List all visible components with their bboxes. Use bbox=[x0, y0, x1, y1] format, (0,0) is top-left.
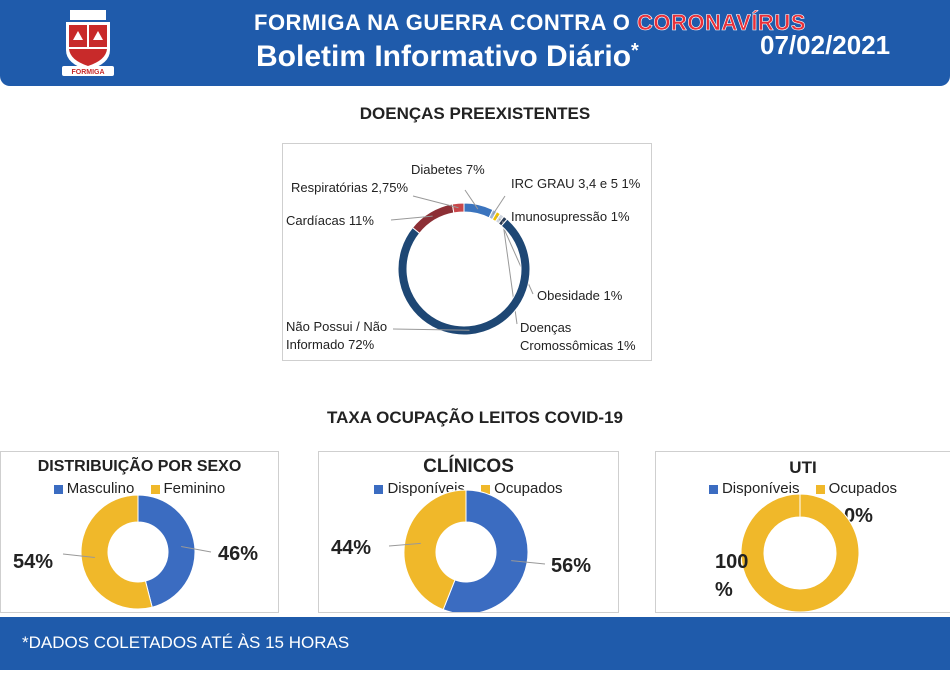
header-subtitle: Boletim Informativo Diário* bbox=[256, 40, 639, 74]
sex-donut-chart: 46% 54% bbox=[13, 494, 258, 610]
legend-item-feminino: Feminino bbox=[150, 480, 226, 497]
legend-label-uti-ocupados: Ocupados bbox=[828, 480, 898, 497]
header-title-prefix: FORMIGA NA GUERRA CONTRA O bbox=[254, 10, 637, 35]
data-label-ocupados-1: 100 bbox=[715, 551, 748, 573]
header-subtitle-text: Boletim Informativo Diário bbox=[256, 40, 632, 73]
legend-swatch-uti-disponiveis bbox=[708, 484, 718, 494]
legend-item-ocupados: Ocupados bbox=[481, 480, 563, 497]
sex-chart-box: DISTRIBUIÇÃO POR SEXO Masculino Feminino… bbox=[0, 451, 279, 613]
sex-chart-title: DISTRIBUIÇÃO POR SEXO bbox=[37, 458, 242, 475]
comorbidities-chart-box: Diabetes 7% IRC GRAU 3,4 e 5 1% Imunosupre… bbox=[282, 143, 652, 361]
legend-label-uti-disponiveis: Disponíveis bbox=[721, 480, 800, 497]
crest-logo: FORMIGA bbox=[62, 10, 114, 76]
data-label-disponiveis: 56% bbox=[551, 555, 591, 577]
legend-swatch-ocupados bbox=[481, 484, 491, 494]
legend-item-uti-ocupados: Ocupados bbox=[815, 480, 898, 497]
data-label-doencas-cromossomicas-1-1: Doenças bbox=[520, 320, 572, 335]
clinicos-chart-title: CLÍNICOS bbox=[423, 456, 514, 477]
beds-title: TAXA OCUPAÇÃO LEITOS COVID-19 bbox=[327, 408, 623, 427]
uti-donut-chart: 0% 100% bbox=[715, 493, 873, 612]
leader-line-ocupados bbox=[388, 542, 421, 547]
legend-swatch-masculino bbox=[53, 484, 63, 494]
legend-label-ocupados: Ocupados bbox=[494, 480, 563, 497]
legend-label-disponiveis: Disponíveis bbox=[387, 480, 465, 497]
data-label-ocupados-2: % bbox=[715, 579, 733, 601]
data-label-feminino: 54% bbox=[13, 551, 53, 573]
crest-label: FORMIGA bbox=[71, 69, 104, 76]
slice-ocupados bbox=[740, 493, 860, 612]
clinicos-chart-legend: Disponíveis Ocupados bbox=[319, 480, 618, 497]
leader-line-cardiacas-11 bbox=[390, 215, 433, 221]
slice-feminino bbox=[80, 494, 153, 610]
leader-line-diabetes-7 bbox=[464, 189, 479, 210]
clinicos-chart-box: CLÍNICOS Disponíveis Ocupados 56% 44% bbox=[318, 451, 619, 613]
data-label-nao-possui-nao-informado-72-1: Não Possui / Não bbox=[286, 319, 387, 334]
data-label-nao-possui-nao-informado-72-2: Informado 72% bbox=[286, 337, 375, 352]
data-label-imunosupressao-1: Imunosupressão 1% bbox=[511, 209, 630, 224]
slice-masculino bbox=[137, 494, 196, 608]
data-label-cardiacas-11: Cardíacas 11% bbox=[286, 213, 374, 228]
legend-item-disponiveis: Disponíveis bbox=[374, 480, 465, 497]
legend-swatch-feminino bbox=[150, 484, 160, 494]
legend-swatch-disponiveis bbox=[374, 484, 384, 494]
data-label-ocupados: 44% bbox=[331, 537, 371, 559]
header-asterisk: * bbox=[631, 40, 639, 62]
leader-line-disponiveis bbox=[511, 560, 546, 565]
slice-cardiacas-11 bbox=[411, 203, 455, 234]
data-label-diabetes-7: Diabetes 7% bbox=[411, 162, 485, 177]
data-label-irc-grau-3-4-e-5-1: IRC GRAU 3,4 e 5 1% bbox=[511, 176, 641, 191]
uti-chart-box: UTI Disponíveis Ocupados 0% 100% bbox=[655, 451, 950, 613]
leader-line-feminino bbox=[62, 553, 95, 558]
header-band: FORMIGA FORMIGA NA GUERRA CONTRA O CORON… bbox=[0, 0, 950, 86]
leader-line-irc-grau-3-4-e-5-1 bbox=[492, 195, 506, 215]
leader-line-respiratorias-2-75 bbox=[412, 195, 459, 209]
data-label-respiratorias-2-75: Respiratórias 2,75% bbox=[291, 180, 408, 195]
slice-ocupados bbox=[403, 489, 467, 611]
leader-line-nao-possui-nao-informado-72 bbox=[392, 328, 470, 331]
header-title: FORMIGA NA GUERRA CONTRA O CORONAVÍRUS bbox=[254, 10, 806, 36]
legend-swatch-uti-ocupados bbox=[815, 484, 825, 494]
header-title-highlight: CORONAVÍRUS bbox=[637, 10, 806, 36]
legend-item-uti-disponiveis: Disponíveis bbox=[708, 480, 800, 497]
data-label-obesidade-1: Obesidade 1% bbox=[537, 288, 623, 303]
comorbidities-donut-chart: Diabetes 7% IRC GRAU 3,4 e 5 1% Imunosupre… bbox=[286, 162, 641, 353]
data-label-disponiveis: 0% bbox=[844, 505, 873, 527]
leader-line-masculino bbox=[181, 546, 212, 553]
comorbidities-title: DOENÇAS PREEXISTENTES bbox=[359, 104, 591, 123]
data-label-masculino: 46% bbox=[218, 543, 258, 565]
legend-label-masculino: Masculino bbox=[66, 480, 135, 497]
legend-item-masculino: Masculino bbox=[53, 480, 135, 497]
slice-disponiveis bbox=[442, 489, 529, 612]
clinicos-donut-chart: 56% 44% bbox=[331, 489, 591, 612]
footer-band: *DADOS COLETADOS ATÉ ÀS 15 HORAS bbox=[0, 617, 950, 670]
footer-note: *DADOS COLETADOS ATÉ ÀS 15 HORAS bbox=[22, 633, 350, 652]
header-date: 07/02/2021 bbox=[760, 30, 891, 60]
uti-chart-legend: Disponíveis Ocupados bbox=[656, 480, 950, 497]
sex-chart-legend: Masculino Feminino bbox=[1, 480, 278, 497]
data-label-doencas-cromossomicas-1-2: Cromossômicas 1% bbox=[520, 338, 636, 353]
legend-label-feminino: Feminino bbox=[163, 480, 226, 497]
slice-diabetes-7 bbox=[463, 202, 494, 219]
uti-chart-title: UTI bbox=[789, 458, 817, 477]
